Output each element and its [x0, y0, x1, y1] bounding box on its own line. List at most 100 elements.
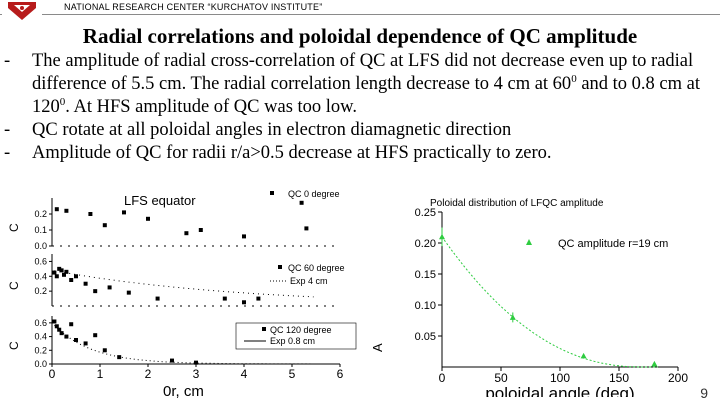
kurchatov-logo-icon — [2, 0, 42, 22]
x-tick-label: 4 — [241, 367, 248, 381]
bullet-list: - The amplitude of radial cross-correlat… — [4, 50, 716, 165]
x-tick-label: 200 — [668, 371, 688, 385]
y-axis-glyph: A — [370, 343, 385, 352]
panel-1-point — [146, 216, 150, 221]
y-tick-label: 0.15 — [415, 269, 436, 281]
panel-3-y-tick-label: 0.0 — [34, 359, 47, 369]
chart-title: Poloidal distribution of LFQC amplitude — [430, 198, 604, 209]
panel-3-point — [194, 360, 198, 365]
bullet-item-3: - Amplitude of QC for radii r/a>0.5 decr… — [4, 143, 552, 163]
institute-name: NATIONAL RESEARCH CENTER “KURCHATOV INST… — [64, 2, 323, 12]
panel-1-y-axis-glyph: C — [7, 223, 21, 232]
x-axis-label: poloidal angle (deg) — [485, 384, 634, 397]
panel-3-point — [170, 358, 174, 363]
x-tick-label: 3 — [193, 367, 200, 381]
y-tick-label: 0.10 — [415, 300, 436, 312]
legend-exp08: Exp 0.8 cm — [270, 336, 315, 346]
data-point — [580, 352, 587, 359]
panel-2-point — [155, 296, 160, 301]
panel-3-point — [102, 348, 107, 353]
panel-1-point — [198, 228, 203, 232]
page-number: 9 — [700, 385, 708, 401]
bullet-item-2: - QC rotate at all poloidal angles in el… — [4, 120, 512, 140]
panel-2-y-tick-label: 0.4 — [34, 271, 47, 281]
x-axis-label: 0r, cm — [163, 383, 204, 400]
bullet-item-1: - The amplitude of radial cross-correlat… — [4, 51, 700, 117]
legend-marker — [526, 239, 532, 245]
radial-correlation-plot: 0.2 0.1 0.0 C 0.6 0.4 0.2 C 0.6 0.4 0.2 0.0 C LFS equ… — [7, 189, 357, 400]
legend-box-120 — [235, 322, 357, 350]
panel-1-point — [299, 200, 304, 205]
panel-2-fit-curve — [54, 270, 314, 298]
panel-2-point — [59, 268, 64, 273]
panel-1-y-tick-label: 0.1 — [34, 225, 47, 235]
panel-1-point — [184, 231, 189, 236]
panel-3-point — [54, 324, 59, 329]
data-point — [509, 314, 516, 320]
panel-3-y-tick-label: 0.2 — [34, 345, 47, 355]
panel-2-point — [52, 270, 57, 275]
panel-3-point — [74, 338, 78, 342]
legend-exp4: Exp 4 cm — [290, 276, 328, 286]
y-tick-label: 0.25 — [415, 207, 436, 219]
legend-qc0: QC 0 degree — [288, 189, 340, 199]
panel-1-y-tick-label: 0.2 — [34, 209, 47, 219]
panel-2-point — [242, 300, 246, 305]
panel-1-point — [102, 223, 107, 228]
panel-3-point — [83, 341, 88, 346]
y-tick-label: 0.20 — [415, 238, 436, 250]
poloidal-distribution-plot: Poloidal distribution of LFQC amplitude0… — [370, 198, 688, 397]
data-point — [439, 233, 445, 240]
panel-2-point — [107, 285, 112, 290]
panel-3-point — [64, 334, 69, 339]
slide-title: Radial correlations and poloidal depende… — [82, 24, 638, 48]
panel-2-point — [256, 296, 261, 301]
x-tick-label: 50 — [494, 371, 508, 385]
x-tick-label: 5 — [289, 367, 296, 381]
panel-2-y-axis-glyph: C — [7, 281, 21, 290]
x-tick-label: 150 — [609, 371, 629, 385]
legend-qc120: QC 120 degree — [270, 325, 332, 335]
panel-3-point — [93, 333, 98, 338]
panel-3-point — [59, 331, 64, 336]
panel-3-point — [69, 322, 74, 327]
x-tick-label: 2 — [145, 367, 152, 381]
panel-2-point — [126, 290, 131, 295]
panel-3-y-tick-label: 0.6 — [34, 318, 47, 328]
panel-label: LFS equator — [124, 193, 196, 208]
panel-2-point — [83, 281, 88, 286]
x-tick-label: 0 — [49, 367, 56, 381]
panel-1-point — [242, 234, 246, 239]
panel-2-point — [54, 274, 59, 279]
x-tick-label: 6 — [337, 367, 344, 381]
panel-2-y-tick-label: 0.6 — [34, 256, 47, 266]
legend-label: QC amplitude r=19 cm — [558, 238, 668, 250]
panel-2-point — [64, 269, 69, 274]
panel-2-point — [74, 274, 78, 279]
panel-2-point — [62, 272, 66, 277]
panel-1-point — [54, 207, 59, 212]
panel-1-y-tick-label: 0.0 — [34, 241, 47, 251]
x-tick-label: 1 — [97, 367, 104, 381]
fit-curve — [441, 236, 658, 368]
panel-2-point — [93, 289, 98, 294]
legend-qc60: QC 60 degree — [288, 263, 345, 273]
panel-1-point — [64, 208, 69, 213]
panel-2-y-tick-label: 0.2 — [34, 286, 47, 296]
legend-marker-qc60 — [278, 265, 282, 269]
legend-marker-qc120 — [262, 327, 266, 331]
panel-3-y-tick-label: 0.4 — [34, 332, 47, 342]
panel-1-point — [304, 226, 309, 231]
y-tick-label: 0.05 — [415, 331, 436, 343]
header-bar: NATIONAL RESEARCH CENTER “KURCHATOV INST… — [0, 0, 720, 22]
panel-1-point — [122, 210, 126, 215]
panel-2-point — [222, 296, 227, 301]
panel-2-point — [57, 266, 62, 271]
data-point — [651, 360, 658, 367]
panel-3-point — [57, 327, 62, 332]
panel-3-y-axis-glyph: C — [7, 341, 21, 350]
panel-3-point — [117, 355, 122, 360]
panel-2-point — [69, 278, 74, 282]
x-tick-label: 0 — [439, 371, 446, 385]
panel-3-point — [52, 319, 57, 324]
